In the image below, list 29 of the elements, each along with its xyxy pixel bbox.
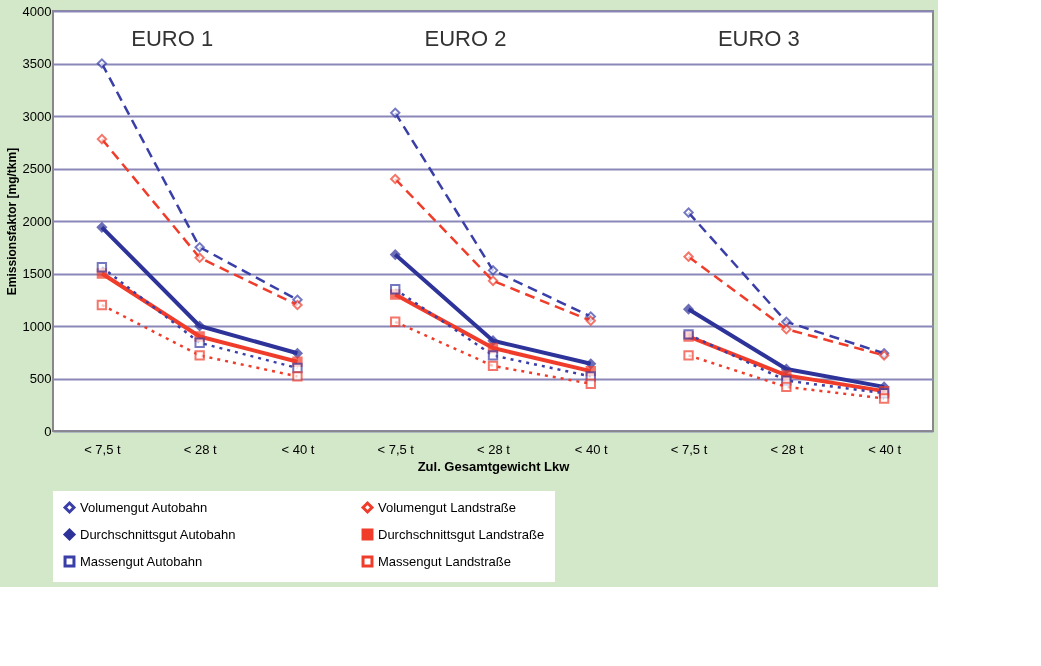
- y-tick-label: 3000: [22, 108, 52, 124]
- legend-label: Durchschnittsgut Autobahn: [80, 526, 236, 542]
- x-tick-label: < 7,5 t: [377, 441, 415, 457]
- y-tick-label: 3500: [22, 56, 52, 71]
- x-tick-label: < 7,5 t: [670, 441, 708, 457]
- y-tick-label: 0: [44, 423, 52, 439]
- x-tick-label: < 28 t: [183, 441, 217, 457]
- annotation: EURO 1: [131, 26, 214, 51]
- annotation: EURO 2: [424, 26, 507, 51]
- annotation: EURO 3: [717, 26, 800, 51]
- legend-label: Volumengut Autobahn: [80, 499, 208, 515]
- x-tick-label: < 28 t: [477, 441, 511, 457]
- legend-label: Durchschnittsgut Landstraße: [378, 526, 545, 542]
- x-tick-label: < 7,5 t: [84, 441, 122, 457]
- y-axis-title: Emissionsfaktor [mg/tkm]: [4, 147, 19, 296]
- legend-label: Volumengut Landstraße: [378, 499, 517, 515]
- y-tick-label: 2000: [22, 213, 52, 229]
- x-tick-label: < 40 t: [868, 441, 902, 457]
- y-tick-label: 1500: [22, 266, 52, 281]
- y-tick-label: 2500: [22, 161, 52, 176]
- legend-label: Massengut Landstraße: [378, 553, 511, 569]
- y-tick-label: 1000: [22, 318, 52, 334]
- x-tick-label: < 40 t: [574, 441, 609, 457]
- y-tick-label: 4000: [22, 3, 52, 19]
- legend-label: Massengut Autobahn: [80, 553, 203, 569]
- x-tick-label: < 40 t: [281, 441, 315, 457]
- y-tick-label: 500: [29, 371, 52, 386]
- x-axis-title: Zul. Gesamtgewicht Lkw: [417, 458, 571, 474]
- x-tick-label: < 28 t: [770, 441, 804, 457]
